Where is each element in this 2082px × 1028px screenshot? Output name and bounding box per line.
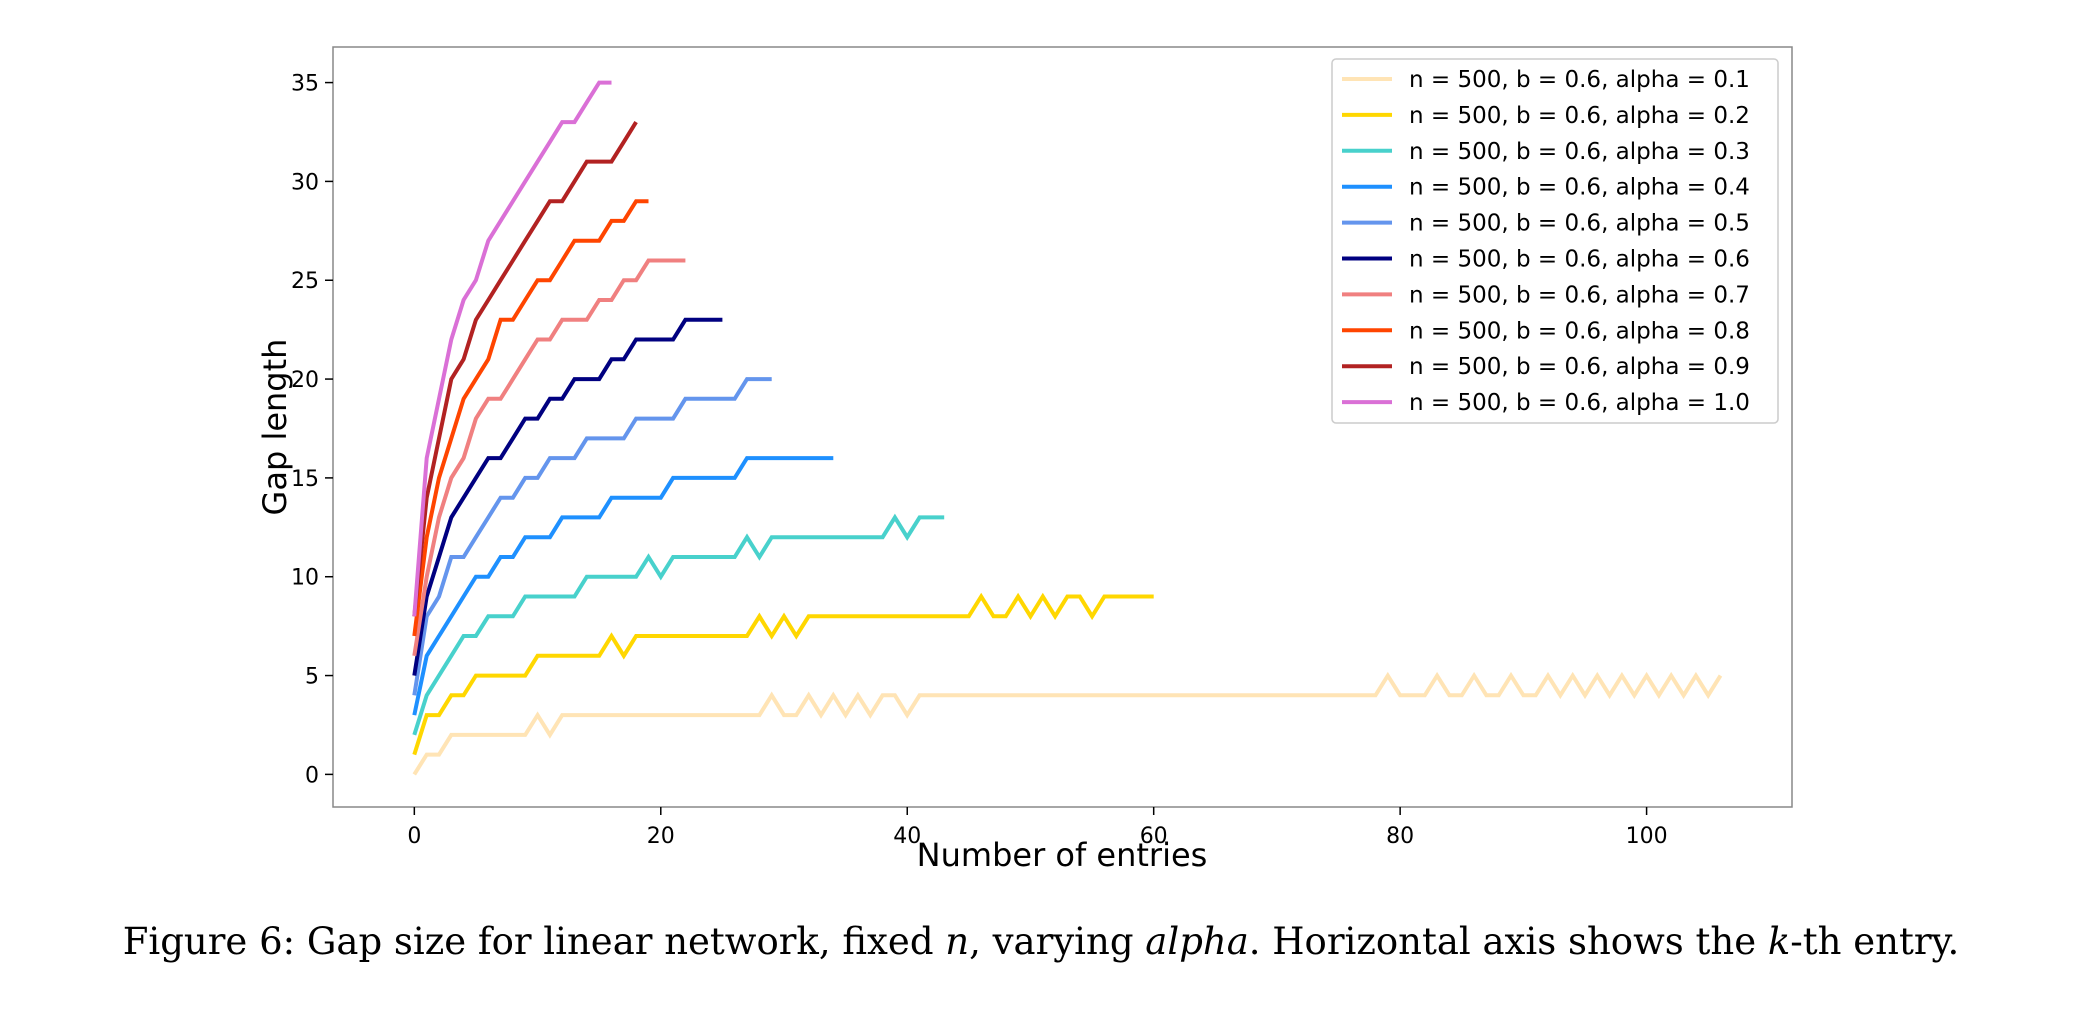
- plot-frame: [332, 46, 1793, 808]
- x-axis-ticks: 0 20 40 60 80 100: [407, 807, 1668, 849]
- series-lines: [412, 80, 1723, 776]
- series-line-4: [412, 456, 834, 716]
- y-tick-label: 10: [291, 566, 319, 591]
- y-tick-label: 20: [291, 368, 319, 393]
- y-tick-label: 35: [291, 72, 319, 97]
- series-line-8: [412, 199, 649, 637]
- series-line-7: [412, 258, 686, 657]
- caption-alpha: alpha: [1145, 920, 1249, 963]
- x-tick-label: 60: [1140, 824, 1168, 849]
- caption-mid2: . Horizontal axis shows the: [1248, 920, 1768, 963]
- legend-label-1: n = 500, b = 0.6, alpha = 0.1: [1409, 67, 1750, 93]
- series-line-1: [412, 671, 1723, 776]
- x-axis-label: Number of entries: [917, 836, 1208, 874]
- legend-label-10: n = 500, b = 0.6, alpha = 1.0: [1409, 390, 1750, 416]
- y-tick-label: 15: [291, 467, 319, 492]
- legend-label-6: n = 500, b = 0.6, alpha = 0.6: [1409, 247, 1750, 273]
- caption-k: k: [1767, 920, 1791, 963]
- figure-caption: Figure 6: Gap size for linear network, f…: [0, 920, 2082, 963]
- y-axis-ticks: 0 5 10 15 20 25 30 35: [291, 72, 333, 788]
- gap-length-chart: 0 20 40 60 80 100 0 5 10 15 20 25 30 35 Number of en…: [256, 46, 1793, 874]
- legend-label-2: n = 500, b = 0.6, alpha = 0.2: [1409, 103, 1750, 129]
- x-tick-label: 0: [407, 824, 421, 849]
- legend-label-9: n = 500, b = 0.6, alpha = 0.9: [1409, 354, 1750, 380]
- legend-label-8: n = 500, b = 0.6, alpha = 0.8: [1409, 318, 1750, 344]
- series-line-9: [412, 121, 638, 617]
- series-line-10: [412, 80, 612, 617]
- x-tick-label: 80: [1386, 824, 1414, 849]
- legend-label-4: n = 500, b = 0.6, alpha = 0.4: [1409, 175, 1750, 201]
- y-tick-label: 25: [291, 269, 319, 294]
- series-line-5: [412, 377, 772, 696]
- legend-label-7: n = 500, b = 0.6, alpha = 0.7: [1409, 282, 1750, 308]
- caption-prefix: Figure 6: Gap size for linear network, f…: [122, 920, 946, 963]
- legend-label-3: n = 500, b = 0.6, alpha = 0.3: [1409, 139, 1750, 165]
- y-tick-label: 30: [291, 170, 319, 195]
- y-tick-label: 0: [305, 763, 319, 788]
- series-line-6: [412, 317, 723, 676]
- legend: n = 500, b = 0.6, alpha = 0.1 n = 500, b …: [1331, 58, 1779, 424]
- legend-box: [1331, 58, 1779, 424]
- caption-suffix: -th entry.: [1790, 920, 1960, 963]
- x-tick-label: 20: [647, 824, 675, 849]
- x-tick-label: 40: [893, 824, 921, 849]
- legend-label-5: n = 500, b = 0.6, alpha = 0.5: [1409, 211, 1750, 237]
- series-line-2: [412, 592, 1154, 756]
- series-line-3: [412, 513, 945, 736]
- caption-mid: , varying: [969, 920, 1146, 963]
- y-axis-label: Gap length: [256, 339, 294, 516]
- y-tick-label: 5: [305, 665, 319, 690]
- caption-n: n: [945, 920, 970, 963]
- x-tick-label: 100: [1626, 824, 1668, 849]
